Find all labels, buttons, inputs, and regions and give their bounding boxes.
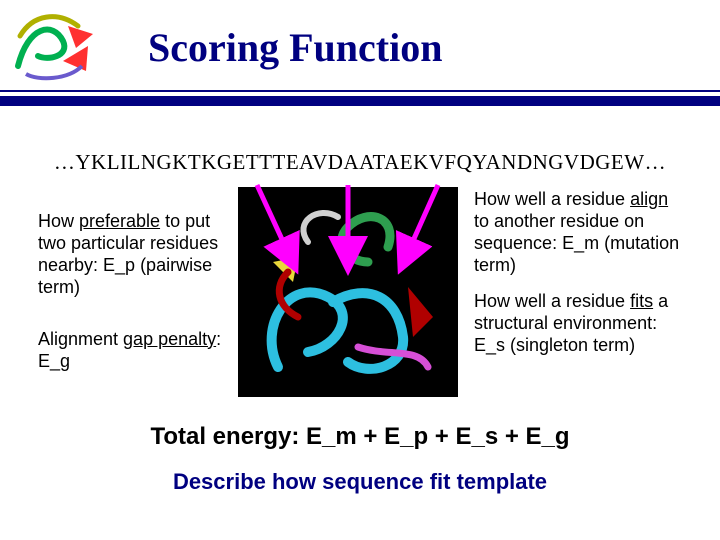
sequence-text: …YKLILNGKTKGETTTEAVDAATAEKVFQYANDNGVDGEW… <box>0 150 720 175</box>
header: Scoring Function <box>0 0 720 110</box>
right-column: How well a residue align to another resi… <box>474 189 684 357</box>
text: to another residue on sequence: E_m (mut… <box>474 211 679 275</box>
underlined-align: align <box>630 189 668 209</box>
text: How well a residue <box>474 189 630 209</box>
description-line: Describe how sequence fit template <box>0 469 720 495</box>
title-rule-thin <box>0 90 720 92</box>
text: How well a residue <box>474 291 630 311</box>
underlined-fits: fits <box>630 291 653 311</box>
total-energy-line: Total energy: E_m + E_p + E_s + E_g <box>0 423 720 451</box>
protein-logo-icon <box>8 6 98 84</box>
title-rule-thick <box>0 96 720 106</box>
right-block-singleton: How well a residue fits a structural env… <box>474 291 684 357</box>
slide-title: Scoring Function <box>148 24 720 71</box>
mid-section: How preferable to put two particular res… <box>0 183 720 413</box>
right-block-mutation: How well a residue align to another resi… <box>474 189 684 277</box>
